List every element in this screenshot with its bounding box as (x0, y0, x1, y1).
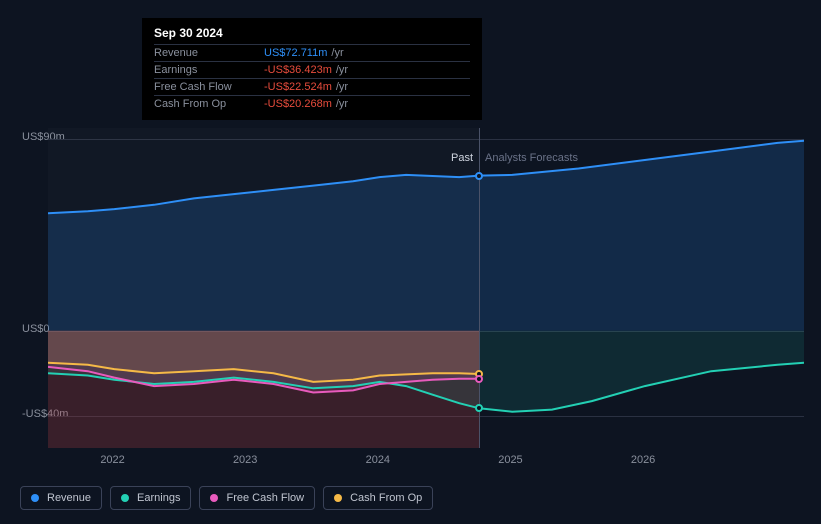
marker-fcf (475, 375, 483, 383)
legend-label: Cash From Op (350, 492, 422, 504)
y-axis-label: US$0 (22, 323, 50, 335)
tooltip-date: Sep 30 2024 (154, 26, 470, 44)
tooltip-row: Earnings -US$36.423m /yr (154, 61, 470, 78)
legend-dot-icon (334, 494, 342, 502)
chart: US$90mUS$0-US$40m 20222023202420252026 P… (20, 128, 804, 458)
tooltip-row: Cash From Op -US$20.268m /yr (154, 95, 470, 112)
tooltip-metric-unit: /yr (336, 64, 348, 76)
legend-item-earnings[interactable]: Earnings (110, 486, 191, 510)
x-axis-label: 2026 (631, 454, 655, 466)
legend-label: Free Cash Flow (226, 492, 304, 504)
tooltip-metric-label: Cash From Op (154, 98, 264, 110)
legend-label: Revenue (47, 492, 91, 504)
tooltip: Sep 30 2024 Revenue US$72.711m /yrEarnin… (142, 18, 482, 120)
forecast-label: Analysts Forecasts (485, 152, 578, 164)
tooltip-metric-unit: /yr (336, 98, 348, 110)
legend-dot-icon (121, 494, 129, 502)
x-axis-label: 2023 (233, 454, 257, 466)
legend-dot-icon (31, 494, 39, 502)
tooltip-metric-unit: /yr (331, 47, 343, 59)
legend-item-revenue[interactable]: Revenue (20, 486, 102, 510)
legend-label: Earnings (137, 492, 180, 504)
x-axis-label: 2025 (498, 454, 522, 466)
tooltip-row: Revenue US$72.711m /yr (154, 44, 470, 61)
tooltip-metric-label: Free Cash Flow (154, 81, 264, 93)
tooltip-metric-label: Earnings (154, 64, 264, 76)
legend-item-cfo[interactable]: Cash From Op (323, 486, 433, 510)
past-label: Past (451, 152, 473, 164)
marker-earnings (475, 404, 483, 412)
legend-dot-icon (210, 494, 218, 502)
tooltip-metric-unit: /yr (336, 81, 348, 93)
tooltip-row: Free Cash Flow -US$22.524m /yr (154, 78, 470, 95)
tooltip-metric-label: Revenue (154, 47, 264, 59)
x-axis-label: 2022 (100, 454, 124, 466)
legend-item-fcf[interactable]: Free Cash Flow (199, 486, 315, 510)
legend: Revenue Earnings Free Cash Flow Cash From O… (20, 486, 433, 510)
marker-revenue (475, 172, 483, 180)
tooltip-metric-value: -US$36.423m (264, 64, 332, 76)
x-axis-label: 2024 (366, 454, 390, 466)
tooltip-metric-value: -US$20.268m (264, 98, 332, 110)
plot-area: Past Analysts Forecasts (48, 128, 804, 448)
tooltip-metric-value: -US$22.524m (264, 81, 332, 93)
tooltip-metric-value: US$72.711m (264, 47, 327, 59)
